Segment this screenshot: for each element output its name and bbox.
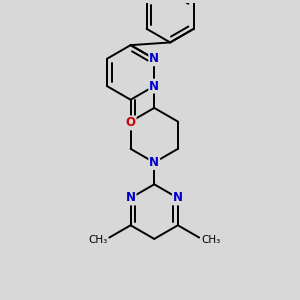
Text: CH₃: CH₃ [88, 236, 107, 245]
Text: N: N [149, 156, 159, 169]
Text: CH₃: CH₃ [201, 236, 220, 245]
Text: N: N [149, 52, 159, 65]
Text: N: N [149, 80, 159, 93]
Text: N: N [126, 191, 136, 205]
Text: O: O [126, 116, 136, 129]
Text: N: N [173, 191, 183, 205]
